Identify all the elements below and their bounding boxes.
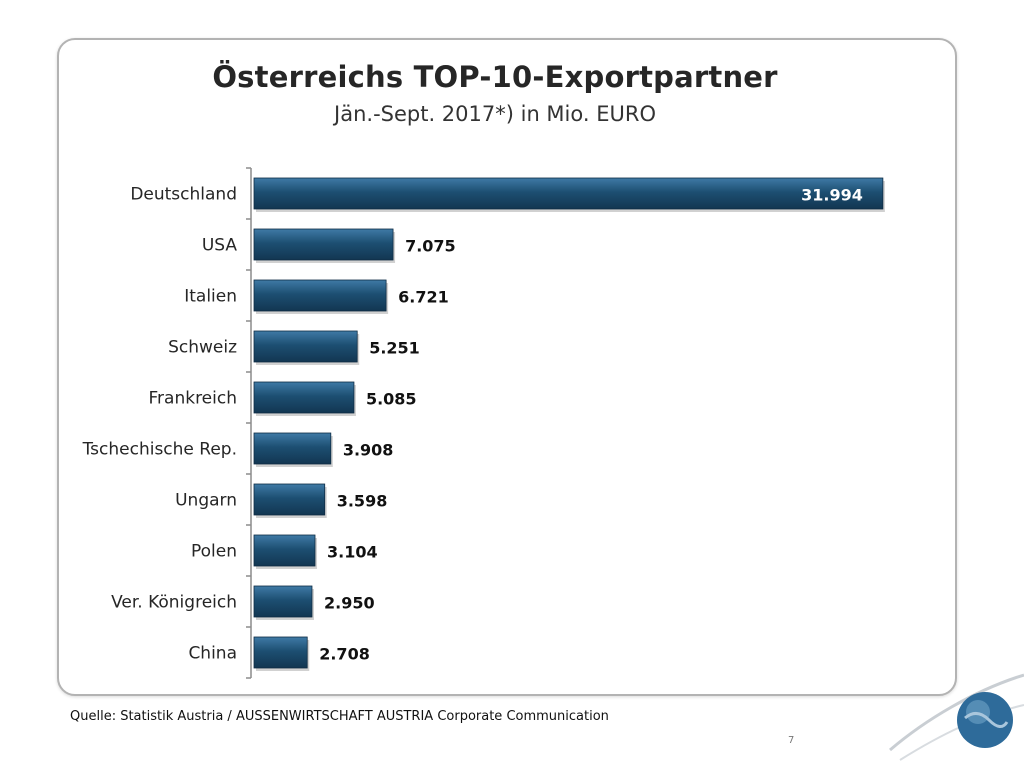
data-label: 6.721 [398, 288, 449, 307]
bar-schweiz [253, 330, 358, 363]
bar-polen [253, 534, 316, 567]
category-label: Ver. Königreich [111, 593, 237, 613]
data-label: 31.994 [801, 186, 863, 205]
data-label: 2.950 [324, 594, 375, 613]
slide-frame [57, 38, 957, 696]
data-label: 5.085 [366, 390, 417, 409]
category-label: Polen [191, 542, 237, 562]
category-label: Ungarn [175, 491, 237, 511]
data-label: 3.598 [337, 492, 388, 511]
bar-tschechische-rep- [253, 432, 332, 465]
page-number: 7 [788, 735, 795, 746]
globe-logo [889, 673, 1024, 761]
data-label: 7.075 [405, 237, 456, 256]
source-note: Quelle: Statistik Austria / AUSSENWIRTSC… [70, 709, 609, 724]
bar-ver-königreich [253, 585, 313, 618]
category-label: USA [202, 236, 238, 256]
category-label: China [188, 644, 237, 664]
data-label: 3.908 [343, 441, 394, 460]
bar-frankreich [253, 381, 355, 414]
category-label: Schweiz [168, 338, 237, 358]
bar-ungarn [253, 483, 326, 516]
bar-deutschland [253, 177, 884, 210]
category-label: Italien [184, 287, 237, 307]
category-label: Tschechische Rep. [82, 440, 237, 460]
chart-title: Österreichs TOP-10-Exportpartner [212, 60, 778, 94]
chart-subtitle: Jän.-Sept. 2017*) in Mio. EURO [334, 102, 656, 126]
data-label: 2.708 [319, 645, 370, 664]
category-label: Deutschland [130, 185, 237, 205]
bar-usa [253, 228, 394, 261]
data-label: 3.104 [327, 543, 378, 562]
data-label: 5.251 [369, 339, 420, 358]
bar-china [253, 636, 308, 669]
category-label: Frankreich [149, 389, 238, 409]
bar-italien [253, 279, 387, 312]
